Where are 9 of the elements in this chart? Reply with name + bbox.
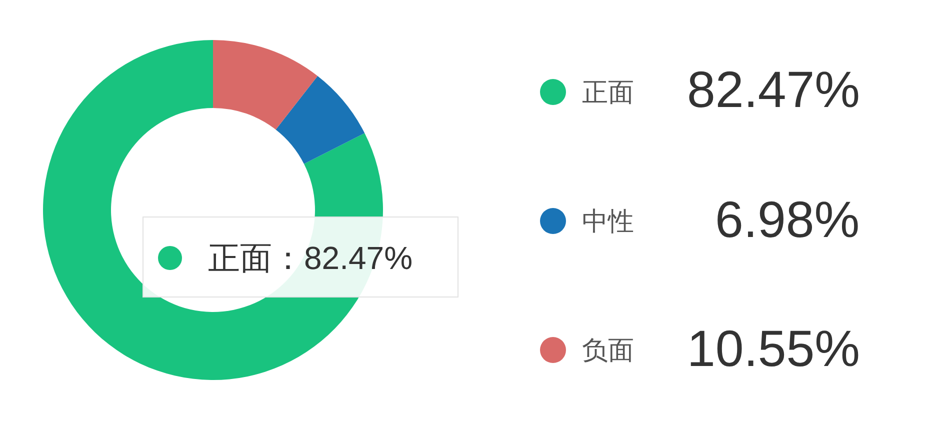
donut-slice <box>276 76 365 164</box>
text: 正面：82.47% <box>208 240 413 276</box>
data-label: 6.98% <box>715 191 860 248</box>
donut-slice <box>213 40 318 130</box>
data-label: 10.55% <box>687 320 860 377</box>
legend-label: 正面 <box>582 77 634 107</box>
data-label: 82.47% <box>687 61 860 118</box>
legend-label: 中性 <box>582 206 634 236</box>
legend-label: 负面 <box>582 335 634 365</box>
